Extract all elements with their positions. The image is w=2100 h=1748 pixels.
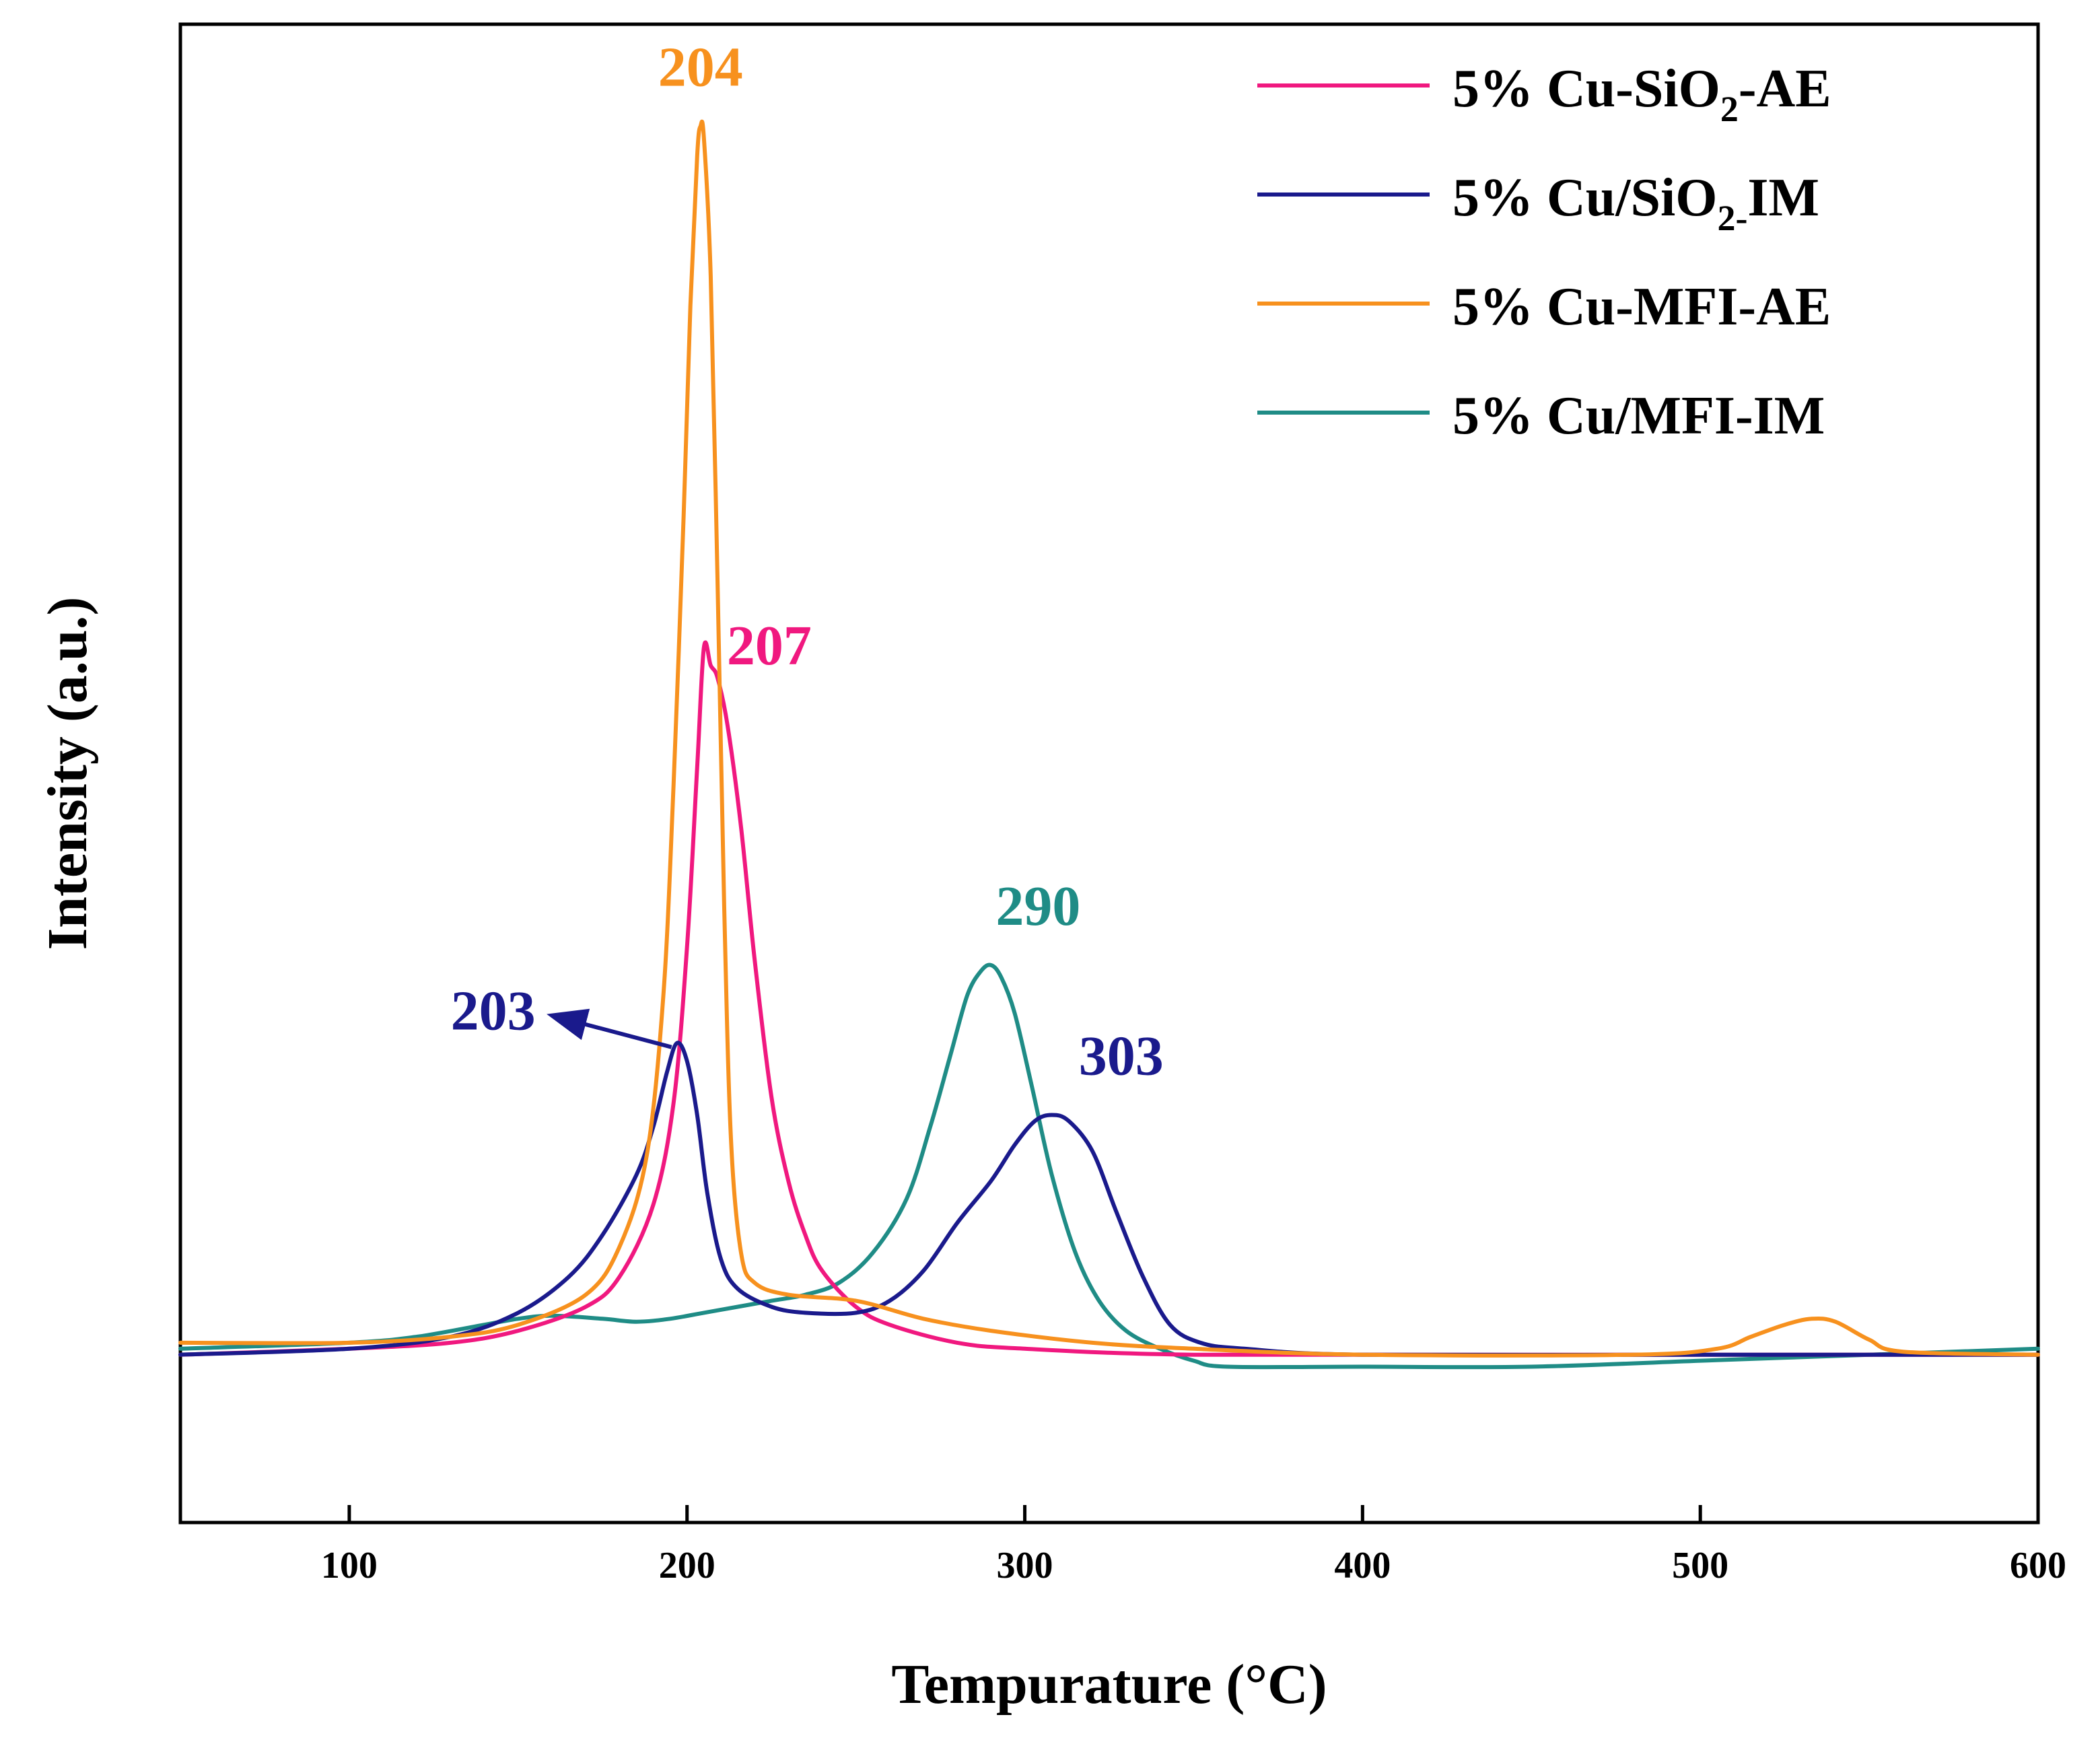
x-tick-label: 100 (321, 1545, 378, 1586)
peak-label-303: 303 (1079, 1025, 1164, 1088)
legend-item-cu-sio2-ae: 5% Cu-SiO2-AE (1257, 59, 1831, 129)
legend-label: 5% Cu/SiO2-IM (1452, 168, 1819, 238)
x-axis-title: Tempurature (°C) (891, 1653, 1327, 1716)
series-line-cu-sio2-im (178, 1041, 2040, 1358)
x-axis-ticks: 100 200 300 400 500 600 (321, 1505, 2066, 1586)
peak-arrow (547, 1008, 672, 1049)
series-line-cu-mfi-im (178, 963, 2040, 1370)
peak-label-203: 203 (451, 980, 536, 1043)
legend-item-cu-mfi-ae: 5% Cu-MFI-AE (1257, 277, 1831, 337)
legend-label: 5% Cu/MFI-IM (1452, 386, 1825, 446)
series-line-cu-sio2-ae (178, 640, 2040, 1358)
legend-item-cu-mfi-im: 5% Cu/MFI-IM (1257, 386, 1825, 446)
legend-label: 5% Cu-MFI-AE (1452, 277, 1831, 337)
x-tick-label: 400 (1334, 1545, 1391, 1586)
x-tick-label: 600 (2010, 1545, 2066, 1586)
legend-item-cu-sio2-im: 5% Cu/SiO2-IM (1257, 168, 1819, 238)
series-layer (178, 119, 2040, 1370)
peak-label-207: 207 (727, 615, 812, 677)
legend: 5% Cu-SiO2-AE 5% Cu/SiO2-IM 5% Cu-MFI-AE 5%… (1257, 59, 1831, 446)
series-line-cu-mfi-ae (178, 119, 2040, 1358)
plot-frame (178, 22, 2040, 1525)
y-axis-title: Intensity (a.u.) (36, 596, 99, 950)
peak-label-204: 204 (658, 36, 743, 98)
peak-label-290: 290 (995, 875, 1080, 938)
x-tick-label: 300 (997, 1545, 1053, 1586)
legend-label: 5% Cu-SiO2-AE (1452, 59, 1831, 129)
x-tick-label: 500 (1672, 1545, 1728, 1586)
peak-annotations: 204 207 290 303 203 (451, 36, 1164, 1087)
x-tick-label: 200 (659, 1545, 715, 1586)
